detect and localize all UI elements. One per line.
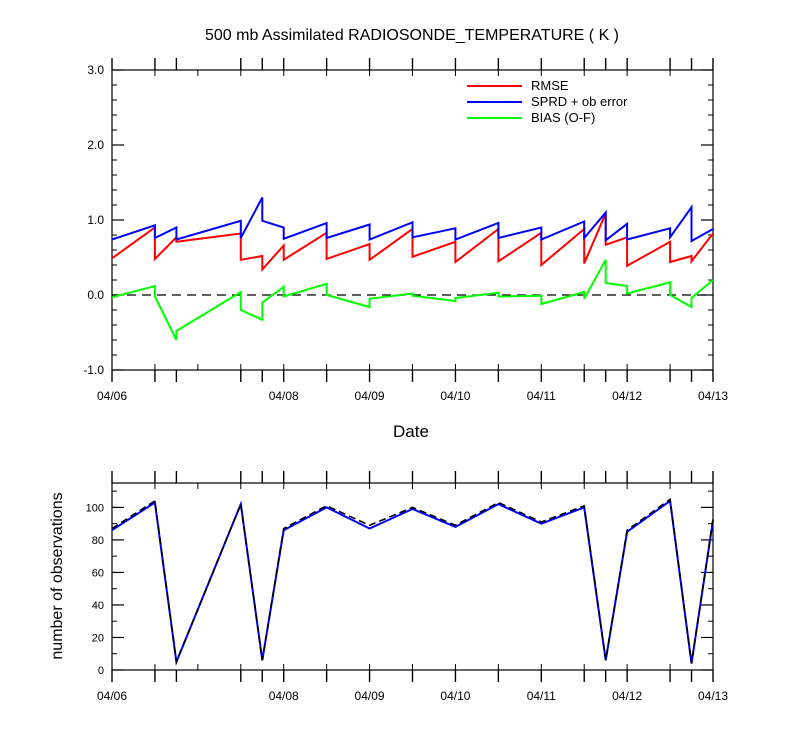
series-line-observations-possible xyxy=(111,497,714,665)
x-tick-label: 04/08 xyxy=(269,389,299,403)
x-tick-label: 04/11 xyxy=(527,689,556,703)
x-tick-label: 04/11 xyxy=(527,389,556,403)
bottom-panel: 0 20 40 60 80 100 04/06 04/08 04/09 04/10 04/11 04/… xyxy=(86,471,728,703)
y-axis-label: number of observations xyxy=(49,492,66,659)
series-line-rmse xyxy=(111,212,714,273)
x-tick-label: 04/12 xyxy=(612,389,642,403)
series-line-sprd-ob-error xyxy=(111,197,714,243)
top-panel: -1.0 0.0 1.0 2.0 3.0 04/06 04/08 04/09 04/10 04/1… xyxy=(83,58,728,403)
legend-label: SPRD + ob error xyxy=(531,94,628,109)
chart-title: 500 mb Assimilated RADIOSONDE_TEMPERATUR… xyxy=(205,27,619,44)
y-tick-label: 40 xyxy=(92,600,104,612)
plot-frame xyxy=(111,482,714,671)
plot-frame xyxy=(111,69,714,371)
x-tick-label: 04/06 xyxy=(97,689,127,703)
legend-label: BIAS (O-F) xyxy=(531,110,595,125)
y-tick-label: 0.0 xyxy=(87,288,104,302)
y-tick-label: 80 xyxy=(92,535,104,547)
y-tick-label: 2.0 xyxy=(87,138,104,152)
legend-label: RMSE xyxy=(531,78,569,93)
x-tick-label: 04/08 xyxy=(269,689,299,703)
x-tick-label: 04/13 xyxy=(698,689,728,703)
x-tick-label: 04/10 xyxy=(440,389,470,403)
y-tick-label: -1.0 xyxy=(83,363,104,377)
x-tick-label: 04/13 xyxy=(698,389,728,403)
y-tick-label: 60 xyxy=(92,567,104,579)
y-tick-label: 20 xyxy=(92,632,104,644)
y-tick-label: 100 xyxy=(86,502,104,514)
x-tick-label: 04/09 xyxy=(355,389,385,403)
x-tick-label: 04/06 xyxy=(97,389,127,403)
x-tick-label: 04/09 xyxy=(355,689,385,703)
y-tick-label: 1.0 xyxy=(87,213,104,227)
x-tick-label: 04/10 xyxy=(440,689,470,703)
y-tick-label: 0 xyxy=(98,665,104,677)
x-tick-label: 04/12 xyxy=(612,689,642,703)
series-line-observations-assimilated xyxy=(111,499,714,666)
series-line-bias-o-f xyxy=(111,259,714,341)
y-tick-label: 3.0 xyxy=(87,63,104,77)
x-axis-label: Date xyxy=(393,422,429,441)
